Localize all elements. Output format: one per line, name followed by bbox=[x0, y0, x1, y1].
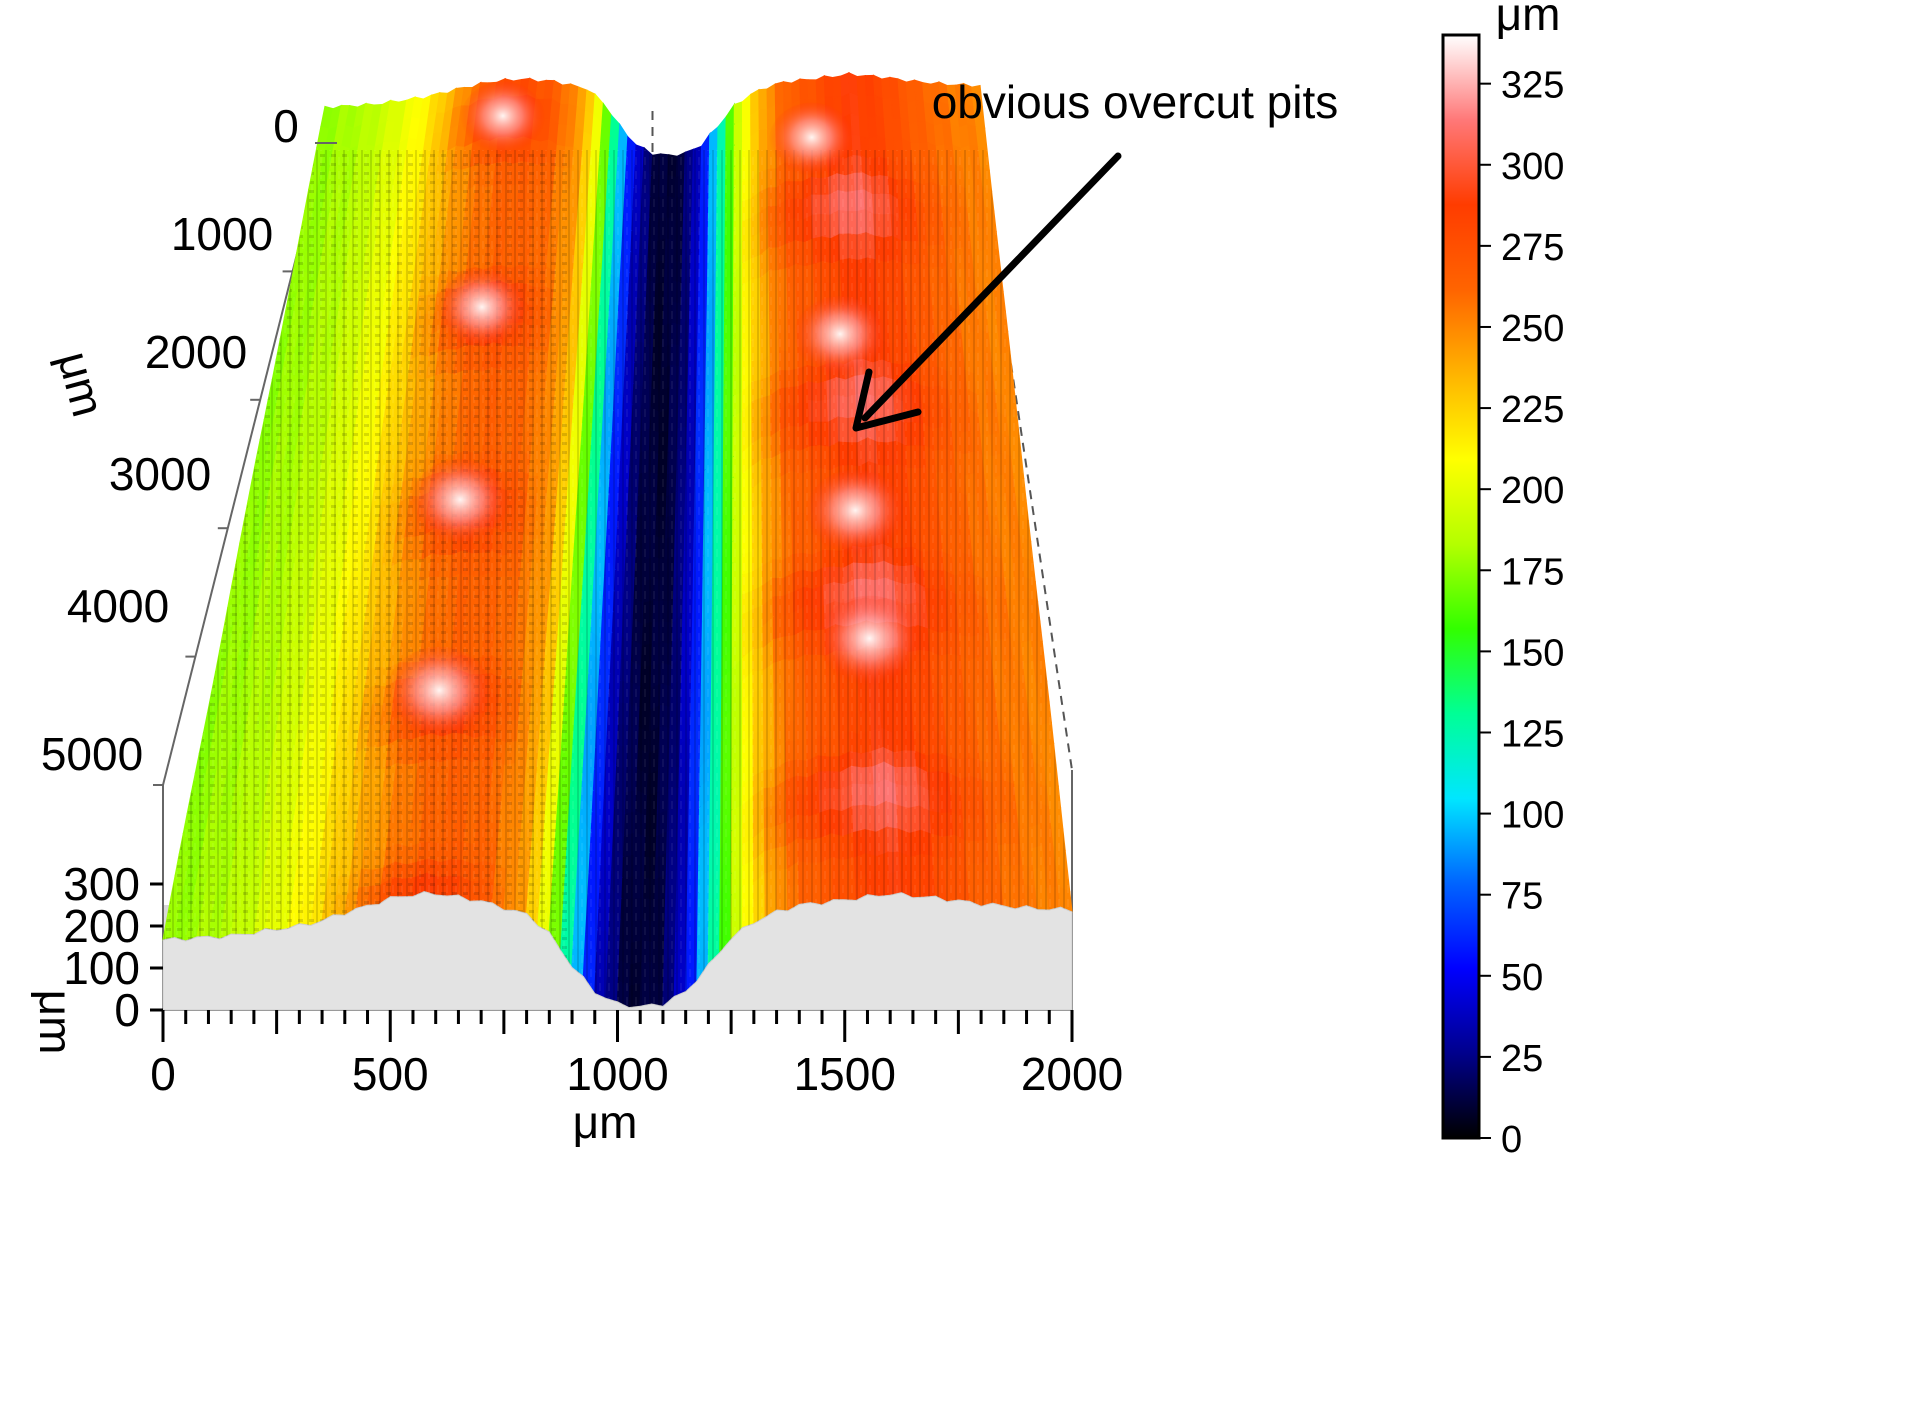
colorbar-tick-label: 325 bbox=[1501, 65, 1564, 107]
x-tick-label: 1000 bbox=[566, 1048, 668, 1100]
y-tick-label: 0 bbox=[273, 100, 299, 152]
x-tick-label: 500 bbox=[352, 1048, 429, 1100]
x-tick-label: 2000 bbox=[1021, 1048, 1123, 1100]
annotation-arrow-shaft bbox=[861, 152, 1122, 422]
colorbar-tick-label: 250 bbox=[1501, 308, 1564, 350]
surface-cell bbox=[758, 88, 769, 111]
annotation-arrowhead-icon bbox=[852, 368, 922, 432]
x-tick-label: 1500 bbox=[794, 1048, 896, 1100]
y-tick-label: 1000 bbox=[171, 208, 273, 260]
surface-peak bbox=[768, 102, 855, 180]
y-tick-label: 3000 bbox=[109, 448, 211, 500]
colorbar-ticks: 0 25 50 75 100 125 150 175 200 225 250 275 300 325 bbox=[1479, 65, 1564, 1161]
surface-cell bbox=[975, 126, 988, 150]
annotation-text: obvious overcut pits bbox=[932, 76, 1339, 128]
y-axis-label: μm bbox=[48, 346, 115, 422]
colorbar-tick-label: 0 bbox=[1501, 1119, 1522, 1161]
colorbar-tick-label: 175 bbox=[1501, 551, 1564, 593]
colorbar-tick-label: 150 bbox=[1501, 632, 1564, 674]
y-axis: 0 1000 2000 3000 4000 5000 bbox=[41, 100, 337, 786]
annotation: obvious overcut pits bbox=[852, 76, 1339, 432]
z-tick-label: 100 bbox=[63, 942, 140, 994]
surface-peak bbox=[460, 81, 546, 158]
surface-peak bbox=[385, 646, 494, 744]
colorbar-tick-label: 75 bbox=[1501, 876, 1543, 918]
colorbar-tick-label: 300 bbox=[1501, 146, 1564, 188]
surface-cell bbox=[807, 79, 818, 102]
colorbar-tick-label: 100 bbox=[1501, 795, 1564, 837]
colorbar-label: μm bbox=[1496, 0, 1561, 40]
colorbar-gradient bbox=[1441, 33, 1481, 1140]
surface-cell bbox=[782, 81, 793, 105]
z-tick-label: 0 bbox=[114, 984, 140, 1036]
y-tick-label: 4000 bbox=[67, 580, 169, 632]
surface-peak bbox=[804, 469, 906, 561]
surface-peak bbox=[816, 595, 923, 691]
z-axis-label: μm bbox=[30, 990, 82, 1055]
y-tick-label: 2000 bbox=[145, 326, 247, 378]
x-tick-label: 0 bbox=[150, 1048, 176, 1100]
colorbar-tick-label: 200 bbox=[1501, 470, 1564, 512]
surface-cell bbox=[758, 129, 769, 153]
x-axis-label: μm bbox=[573, 1096, 638, 1148]
surface-cell bbox=[758, 108, 769, 132]
colorbar-tick-label: 25 bbox=[1501, 1038, 1543, 1080]
colorbar-tick-label: 275 bbox=[1501, 227, 1564, 269]
colorbar-tick-label: 50 bbox=[1501, 957, 1543, 999]
colorbar-tick-label: 225 bbox=[1501, 389, 1564, 431]
surface-peak bbox=[435, 269, 529, 353]
z-tick-label: 200 bbox=[63, 900, 140, 952]
colorbar-tick-label: 125 bbox=[1501, 713, 1564, 755]
y-tick-label: 5000 bbox=[41, 728, 143, 780]
z-tick-label: 300 bbox=[63, 858, 140, 910]
surface-cell bbox=[733, 100, 744, 127]
surface-peak bbox=[409, 459, 511, 550]
surface-peak bbox=[793, 296, 888, 381]
colorbar: μm 0 25 50 75 100 125 150 175 200 225 250 275 300 325 bbox=[1441, 0, 1564, 1161]
surface-cell bbox=[799, 78, 810, 101]
x-axis: 0 500 1000 1500 2000 bbox=[150, 1010, 1123, 1100]
